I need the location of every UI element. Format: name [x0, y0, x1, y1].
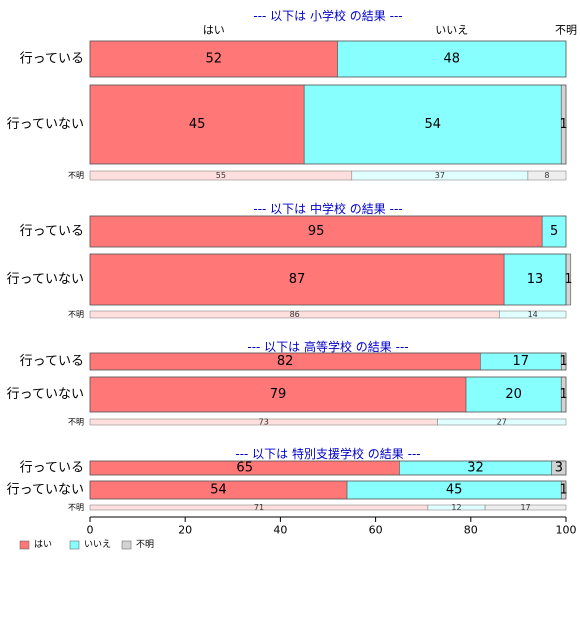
unknown-data-label: 12	[451, 503, 461, 512]
bar-frame	[89, 480, 567, 500]
header-label: いいえ	[435, 24, 468, 37]
row-label: 行っている	[20, 354, 84, 369]
data-label: 5	[550, 224, 558, 239]
row-label: 行っていない	[7, 483, 84, 498]
data-label: 82	[277, 354, 294, 369]
data-label: 45	[446, 483, 463, 498]
unknown-data-label: 73	[259, 418, 269, 427]
unknown-data-label: 14	[528, 310, 538, 319]
bar-segment	[89, 376, 467, 413]
x-tick-label: 100	[556, 524, 577, 537]
unknown-data-label: 8	[544, 171, 549, 180]
unknown-row-label: 不明	[68, 171, 84, 180]
unknown-data-label: 71	[254, 503, 264, 512]
row-label: 行っていない	[7, 387, 84, 402]
data-label: 32	[467, 461, 484, 476]
data-label: 65	[236, 461, 253, 476]
bar-segment	[89, 40, 338, 78]
legend-label: 不明	[136, 539, 154, 550]
unknown-data-label: 27	[497, 418, 507, 427]
bar-frame	[89, 376, 567, 413]
bar-frame	[89, 460, 567, 476]
unknown-row-label: 不明	[68, 503, 84, 512]
bar-segment	[303, 84, 562, 165]
unknown-data-label: 37	[435, 171, 445, 180]
data-label: 13	[527, 272, 544, 287]
row-label: 行っていない	[7, 272, 84, 287]
unknown-data-label: 17	[520, 503, 530, 512]
bar-frame	[89, 253, 567, 306]
panel-title: --- 以下は 小学校 の結果 ---	[253, 8, 402, 23]
unknown-row-label: 不明	[68, 310, 84, 319]
x-tick-label: 80	[464, 524, 478, 537]
data-label: 45	[189, 117, 206, 132]
data-label: 79	[270, 387, 287, 402]
header-label: 不明	[555, 24, 577, 37]
unknown-data-label: 86	[290, 310, 300, 319]
legend-swatch	[19, 540, 30, 550]
row-label: 行っていない	[7, 117, 84, 132]
unknown-row-label: 不明	[68, 418, 84, 427]
data-label: 1	[559, 117, 567, 132]
x-tick-label: 40	[273, 524, 287, 537]
bar-frame	[89, 40, 567, 78]
data-label: 17	[513, 354, 530, 369]
panel-title: --- 以下は 中学校 の結果 ---	[253, 201, 402, 216]
unknown-bar-segment	[484, 504, 567, 511]
legend-swatch	[121, 540, 132, 550]
data-label: 1	[564, 272, 572, 287]
unknown-bar-segment	[499, 310, 567, 319]
legend-label: いいえ	[84, 539, 111, 550]
x-tick-label: 20	[178, 524, 192, 537]
data-label: 1	[559, 483, 567, 498]
legend-label: はい	[34, 539, 52, 550]
unknown-data-label: 55	[216, 171, 226, 180]
data-label: 3	[555, 461, 563, 476]
panel-title: --- 以下は 高等学校 の結果 ---	[247, 339, 408, 354]
x-tick-label: 60	[369, 524, 383, 537]
row-label: 行っている	[20, 52, 84, 67]
data-label: 48	[443, 52, 460, 67]
data-label: 95	[308, 224, 325, 239]
bar-frame	[89, 84, 567, 165]
row-label: 行っている	[20, 224, 84, 239]
bar-segment	[337, 40, 567, 78]
data-label: 52	[205, 52, 222, 67]
x-tick-label: 0	[87, 524, 94, 537]
data-label: 20	[505, 387, 522, 402]
data-label: 54	[210, 483, 227, 498]
legend-swatch	[69, 540, 80, 550]
panel-title: --- 以下は 特別支援学校 の結果 ---	[235, 446, 420, 461]
header-label: はい	[203, 24, 225, 37]
unknown-bar-segment	[437, 418, 567, 426]
data-label: 1	[559, 354, 567, 369]
row-label: 行っている	[20, 461, 84, 476]
bar-frame	[89, 352, 567, 371]
bar-frame	[89, 215, 567, 248]
data-label: 54	[424, 117, 441, 132]
bar-segment	[503, 253, 567, 306]
data-label: 87	[289, 272, 306, 287]
bar-segment	[465, 376, 562, 413]
data-label: 1	[559, 387, 567, 402]
unknown-bar-segment	[527, 170, 567, 181]
